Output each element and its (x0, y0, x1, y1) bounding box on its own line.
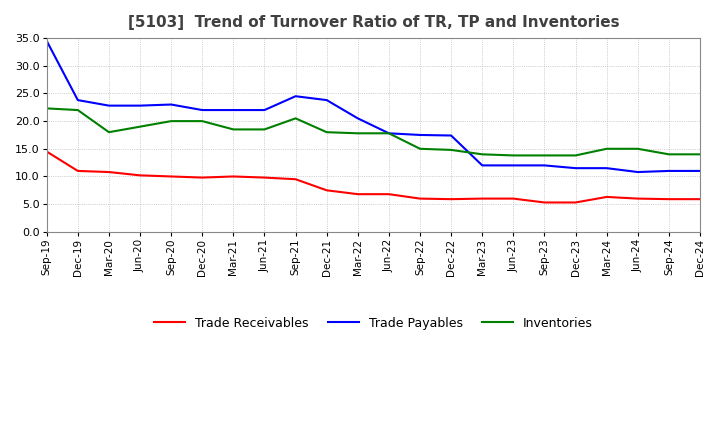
Trade Receivables (384, 191, 393, 197)
Inventories (696, 152, 704, 157)
Trade Payables (571, 165, 580, 171)
Trade Payables (478, 163, 487, 168)
Trade Payables (73, 97, 82, 103)
Trade Receivables (135, 173, 144, 178)
Trade Receivables (415, 196, 424, 201)
Inventories (104, 129, 113, 135)
Inventories (415, 146, 424, 151)
Trade Payables (354, 116, 362, 121)
Inventories (167, 118, 176, 124)
Trade Payables (540, 163, 549, 168)
Inventories (540, 153, 549, 158)
Inventories (135, 124, 144, 129)
Inventories (229, 127, 238, 132)
Trade Payables (634, 169, 642, 175)
Trade Payables (260, 107, 269, 113)
Inventories (354, 131, 362, 136)
Trade Receivables (634, 196, 642, 201)
Inventories (73, 107, 82, 113)
Inventories (384, 131, 393, 136)
Trade Receivables (603, 194, 611, 200)
Trade Receivables (665, 197, 673, 202)
Trade Payables (135, 103, 144, 108)
Inventories (571, 153, 580, 158)
Trade Receivables (260, 175, 269, 180)
Trade Payables (415, 132, 424, 138)
Trade Payables (447, 133, 456, 138)
Trade Payables (384, 131, 393, 136)
Inventories (198, 118, 207, 124)
Line: Trade Receivables: Trade Receivables (47, 151, 700, 202)
Legend: Trade Receivables, Trade Payables, Inventories: Trade Receivables, Trade Payables, Inven… (149, 312, 598, 335)
Inventories (634, 146, 642, 151)
Trade Receivables (478, 196, 487, 201)
Line: Inventories: Inventories (47, 108, 700, 155)
Trade Payables (696, 168, 704, 173)
Inventories (260, 127, 269, 132)
Inventories (447, 147, 456, 153)
Trade Receivables (540, 200, 549, 205)
Trade Payables (665, 168, 673, 173)
Trade Receivables (292, 176, 300, 182)
Trade Payables (323, 97, 331, 103)
Inventories (509, 153, 518, 158)
Trade Receivables (571, 200, 580, 205)
Trade Receivables (73, 168, 82, 173)
Trade Receivables (167, 174, 176, 179)
Inventories (478, 152, 487, 157)
Trade Receivables (696, 197, 704, 202)
Trade Payables (292, 94, 300, 99)
Trade Receivables (354, 191, 362, 197)
Trade Receivables (229, 174, 238, 179)
Trade Receivables (198, 175, 207, 180)
Trade Receivables (509, 196, 518, 201)
Trade Receivables (42, 149, 51, 154)
Trade Receivables (447, 197, 456, 202)
Trade Payables (167, 102, 176, 107)
Trade Payables (603, 165, 611, 171)
Trade Receivables (323, 187, 331, 193)
Inventories (603, 146, 611, 151)
Inventories (42, 106, 51, 111)
Title: [5103]  Trend of Turnover Ratio of TR, TP and Inventories: [5103] Trend of Turnover Ratio of TR, TP… (127, 15, 619, 30)
Inventories (292, 116, 300, 121)
Trade Payables (509, 163, 518, 168)
Inventories (323, 129, 331, 135)
Inventories (665, 152, 673, 157)
Trade Payables (229, 107, 238, 113)
Trade Payables (104, 103, 113, 108)
Trade Receivables (104, 169, 113, 175)
Trade Payables (42, 38, 51, 44)
Trade Payables (198, 107, 207, 113)
Line: Trade Payables: Trade Payables (47, 41, 700, 172)
